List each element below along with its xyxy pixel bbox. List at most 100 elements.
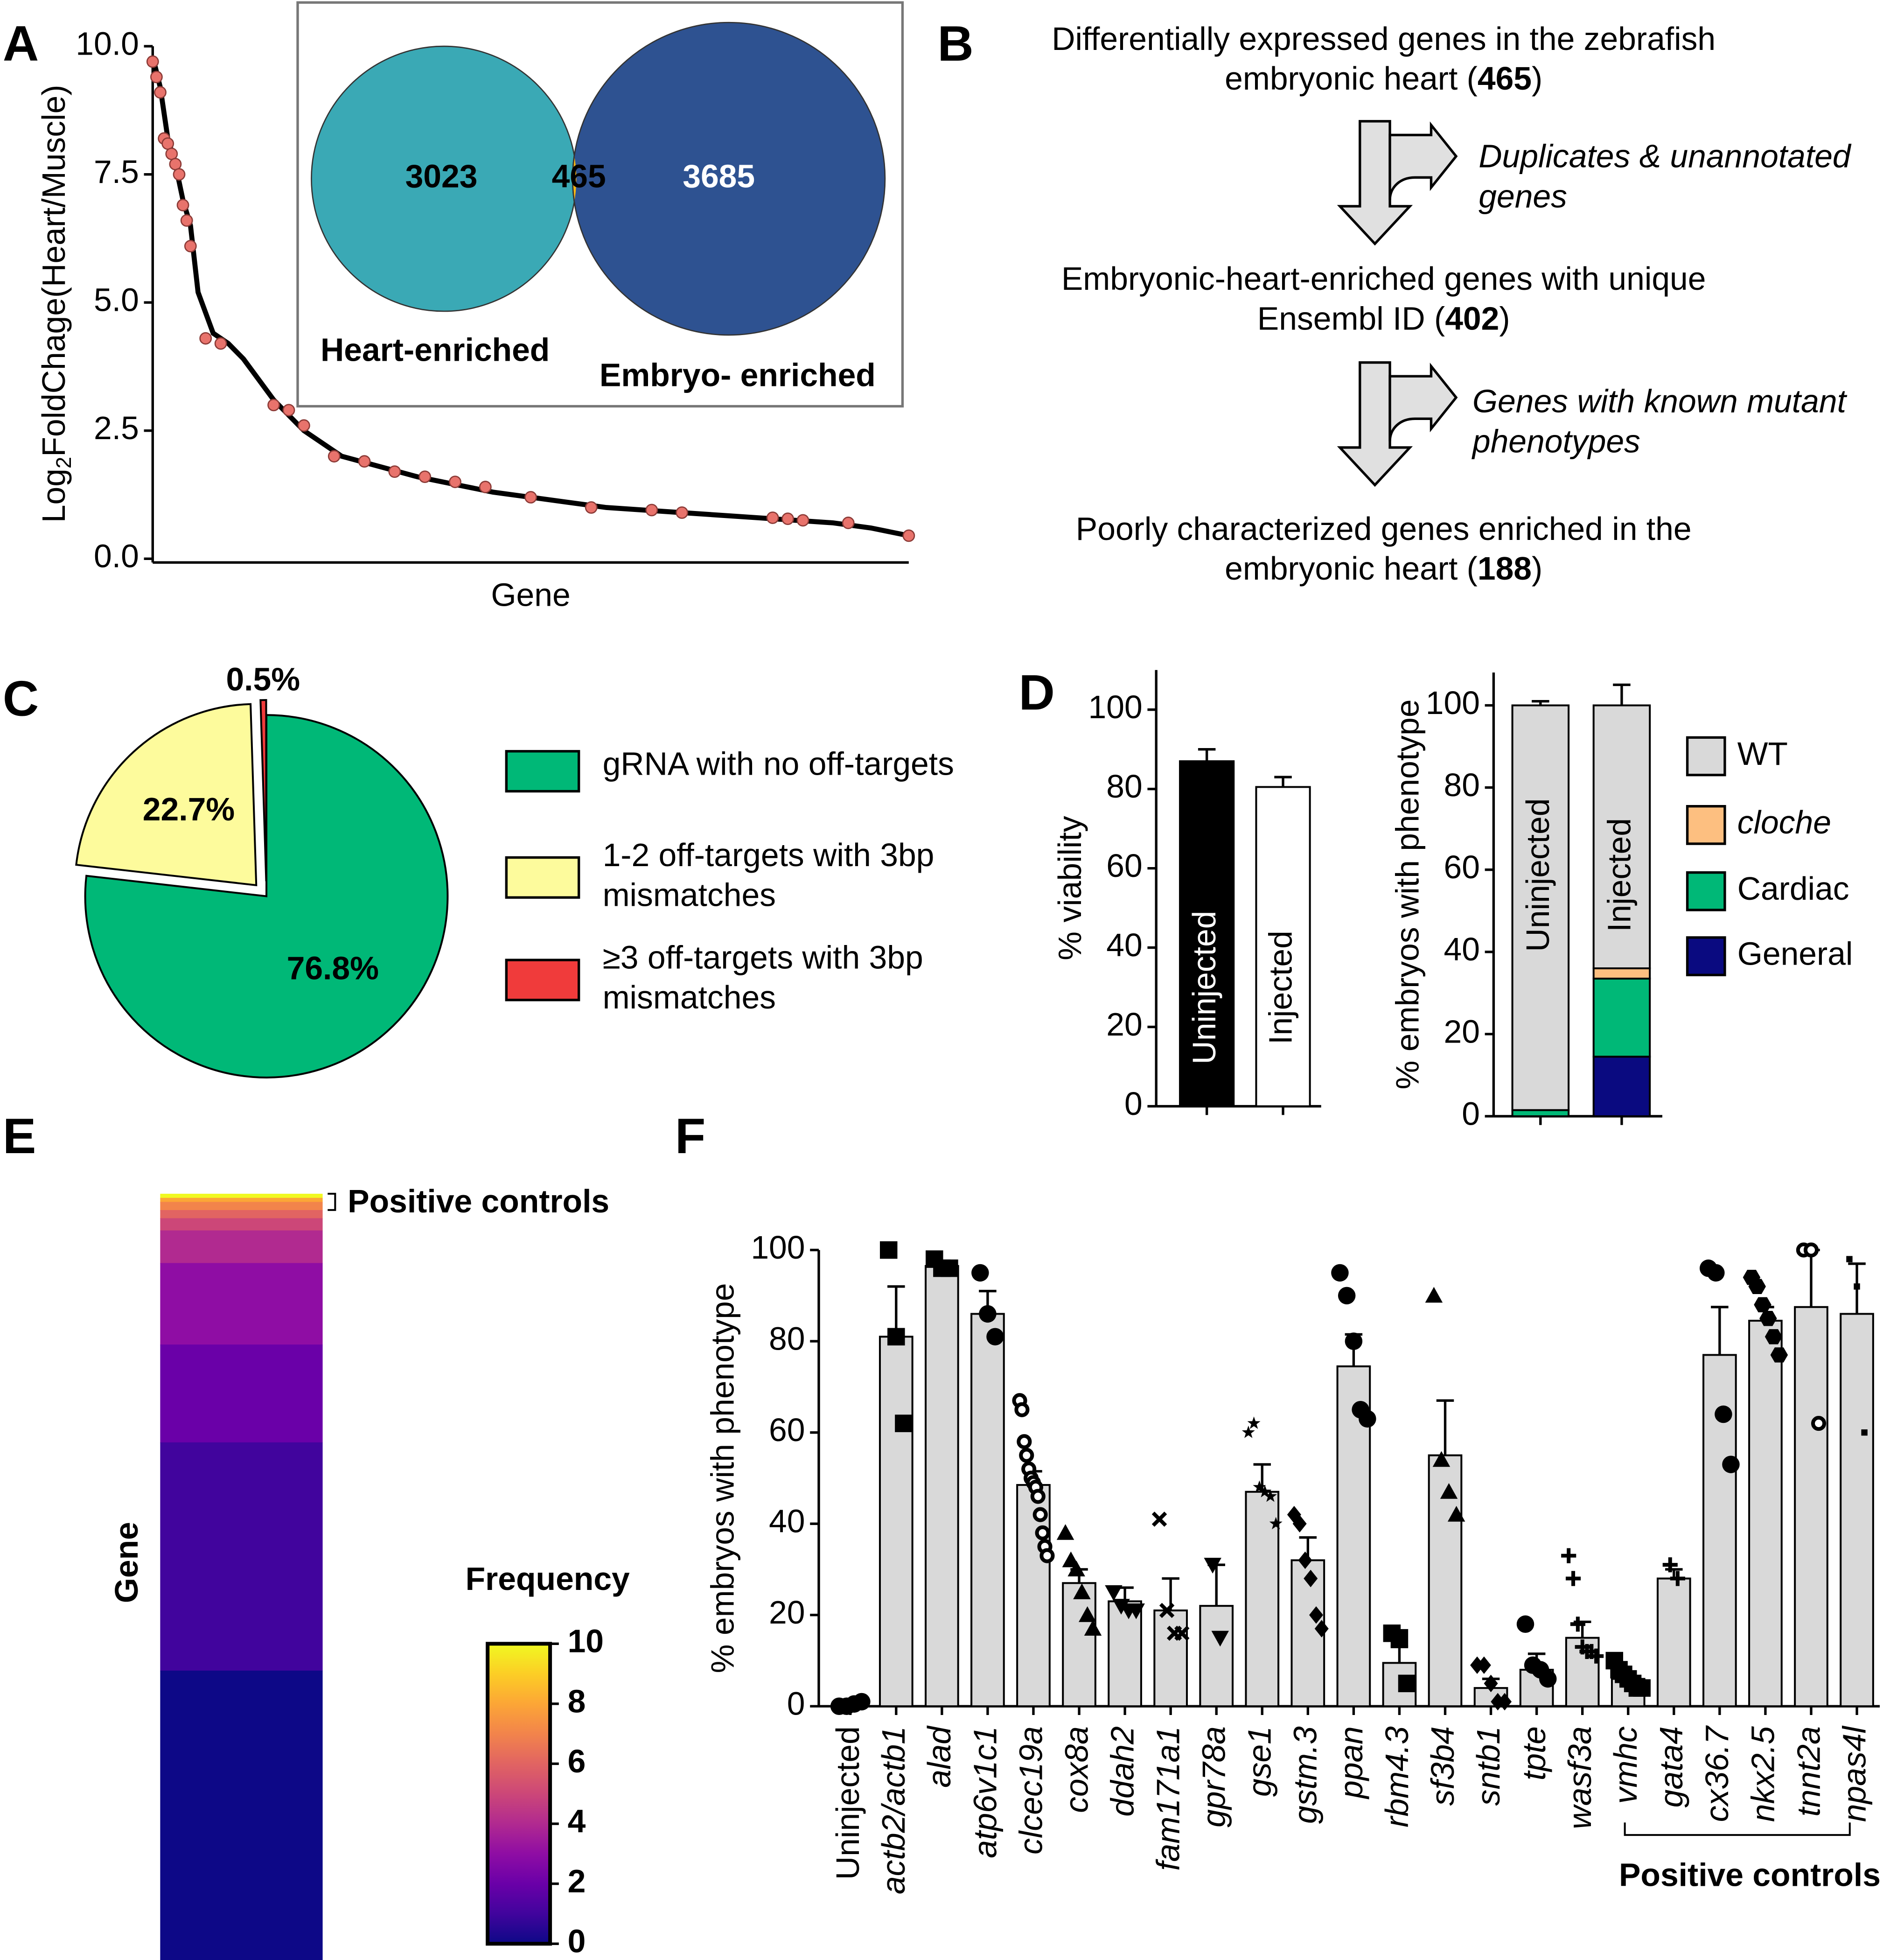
line: [150, 56, 909, 539]
flow-text: Poorly characterized genes enriched in t…: [1076, 511, 1692, 547]
point: [267, 399, 280, 412]
x-tick-label: wasf3a: [1562, 1726, 1598, 1829]
x-tick-label: cox8a: [1058, 1726, 1095, 1813]
annotation: Positive controls: [1619, 1857, 1881, 1893]
point: [1516, 1615, 1534, 1633]
point: [150, 70, 163, 84]
bar: [1794, 1306, 1828, 1708]
bar-segment: [1592, 704, 1651, 970]
point: [1014, 1402, 1030, 1417]
heatmap-cell: [160, 1197, 323, 1203]
x-tick-label: Uninjected: [830, 1726, 866, 1880]
point: [796, 514, 809, 527]
flow-arrow: [1337, 361, 1458, 487]
point: [1633, 1679, 1651, 1697]
bar-segment: [1592, 978, 1651, 1058]
point: [842, 517, 855, 529]
point: [1770, 1347, 1788, 1363]
point: [1151, 1512, 1167, 1527]
x-tick-label: sf3b4: [1424, 1726, 1461, 1806]
point: [853, 1693, 871, 1711]
point: [979, 1305, 997, 1323]
point: [1432, 1451, 1451, 1467]
y-tick-label: 0: [1124, 1085, 1143, 1122]
point: [1078, 1606, 1096, 1622]
flow-removed: genes: [1479, 178, 1567, 214]
heatmap-cell: [160, 1210, 323, 1219]
point: [1258, 1485, 1272, 1498]
y-tick-label: 0: [1462, 1095, 1480, 1132]
heatmap-cell: [160, 1263, 323, 1345]
bar: [1840, 1313, 1874, 1708]
x-tick-label: vmhc: [1607, 1726, 1644, 1804]
point: [1338, 1287, 1356, 1305]
colorbar-label: Frequency: [466, 1561, 630, 1597]
venn-label: Heart-enriched: [321, 332, 550, 368]
y-tick-label: 80: [1106, 768, 1142, 805]
x-tick-label: tpte: [1516, 1726, 1552, 1780]
point: [1707, 1264, 1725, 1282]
point: [1390, 1629, 1409, 1647]
point: [1759, 1310, 1777, 1326]
flow-text: Differentially expressed genes in the ze…: [1052, 21, 1716, 57]
point: [1425, 1287, 1443, 1303]
x-tick-label: alad: [921, 1725, 957, 1788]
venn-frame: [296, 1, 904, 408]
point: [388, 465, 401, 478]
point: [1030, 1489, 1046, 1504]
error-bar: [1207, 1563, 1225, 1606]
point: [358, 455, 371, 468]
bracket: [1624, 1822, 1851, 1836]
heatmap-cell: [160, 1230, 323, 1264]
y-axis-label: Log: [35, 469, 72, 523]
y-tick-label: 0.0: [94, 538, 139, 574]
x-axis-label: Gene: [491, 577, 570, 613]
point: [1670, 1571, 1685, 1586]
flow-text: embryonic heart (: [1225, 60, 1478, 97]
point: [1269, 1517, 1283, 1530]
venn-count: 3023: [405, 158, 478, 194]
flow-text: ): [1532, 60, 1542, 97]
flow-text: embryonic heart (188): [1225, 550, 1542, 587]
bar: [1748, 1320, 1783, 1708]
x-tick-label: fam171a1: [1150, 1726, 1186, 1871]
point: [1314, 1620, 1329, 1638]
y-tick-label: 7.5: [94, 154, 139, 190]
point: [1764, 1329, 1783, 1344]
y-tick-label: 20: [1106, 1006, 1142, 1043]
error-bar: [1390, 1645, 1409, 1663]
y-axis-label: 2: [52, 457, 76, 469]
legend-label: mismatches: [603, 979, 776, 1015]
point: [169, 158, 182, 171]
y-tick-label: 2.5: [94, 410, 139, 446]
flow-text: Ensembl ID (: [1257, 301, 1445, 337]
point: [297, 419, 310, 432]
y-tick-label: 40: [769, 1503, 805, 1540]
panel-label: F: [675, 1108, 705, 1164]
point: [1035, 1525, 1050, 1540]
point: [328, 450, 341, 463]
bar-segment: [1511, 704, 1570, 1111]
annotation: Positive controls: [348, 1183, 609, 1219]
x-tick-label: cx36.7: [1699, 1725, 1735, 1822]
point: [1811, 1416, 1827, 1431]
point: [1398, 1674, 1416, 1693]
point: [1298, 1551, 1312, 1569]
point: [1331, 1264, 1349, 1282]
point: [941, 1259, 958, 1277]
y-axis-label: % embryos with phenotype: [704, 1283, 740, 1673]
point: [1803, 1242, 1819, 1258]
flow-text: Ensembl ID (402): [1257, 301, 1510, 337]
flow-removed: phenotypes: [1472, 423, 1640, 459]
point: [1754, 1297, 1771, 1313]
x-tick-label: ppan: [1333, 1726, 1369, 1799]
legend-label: mismatches: [603, 877, 776, 913]
x-tick-label: sntb1: [1470, 1726, 1506, 1806]
point: [524, 491, 537, 504]
point: [1112, 1599, 1130, 1615]
point: [1484, 1674, 1498, 1693]
point: [1019, 1448, 1034, 1463]
point: [676, 506, 689, 519]
category-label: Injected: [1262, 931, 1298, 1044]
